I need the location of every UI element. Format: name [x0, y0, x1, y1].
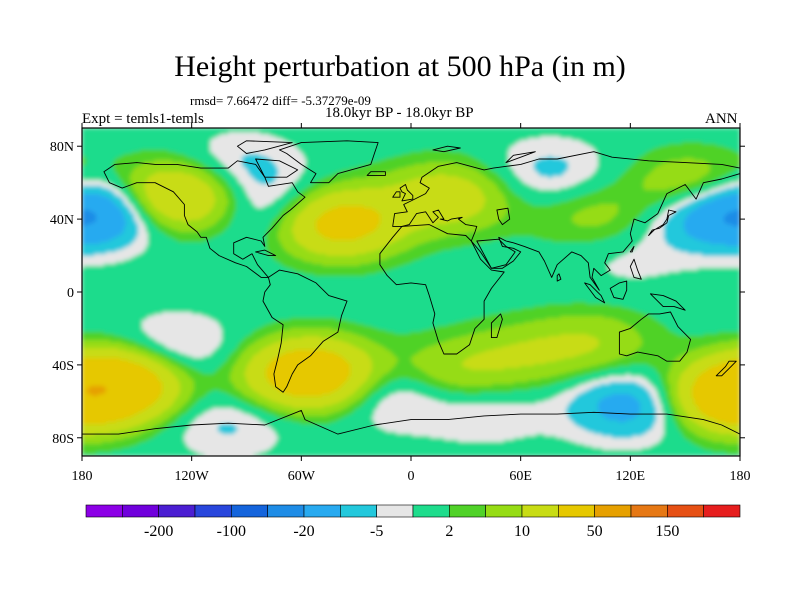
x-tick-label: 120W — [175, 469, 210, 484]
colorbar-bin — [558, 504, 595, 518]
colorbar-label: 2 — [445, 523, 453, 540]
coastline-cuba — [255, 249, 277, 257]
coastline-ireland — [392, 191, 401, 198]
y-tick-label: 80S — [52, 432, 74, 447]
coastline-greenland — [278, 140, 379, 184]
coastline-madagascar — [490, 313, 503, 339]
x-tick-label: 120E — [616, 469, 646, 484]
coastline-north-america — [103, 160, 306, 278]
x-tick-label: 60W — [288, 469, 316, 484]
coastline-iceland — [366, 171, 386, 176]
colorbar-bin — [667, 504, 704, 518]
coastline-baffin — [255, 158, 299, 178]
colorbar-label: -200 — [144, 523, 173, 540]
coastline-sri-lanka — [556, 273, 562, 282]
y-tick-label: 40S — [52, 359, 74, 374]
colorbar-bin — [412, 504, 450, 518]
x-tick-label: 60E — [509, 469, 532, 484]
coastline-taiwan — [629, 245, 635, 253]
coastline-borneo — [609, 280, 628, 300]
colorbar-bin — [85, 504, 123, 518]
colorbar-bin — [158, 504, 196, 518]
coastline-new-guinea — [649, 293, 686, 311]
chart-title: Height perturbation at 500 hPa (in m) — [174, 50, 626, 83]
rmsd-diff-stats: rmsd= 7.66472 diff= -5.37279e-09 — [190, 93, 371, 108]
coastline-arabia-fill — [476, 238, 516, 269]
coastline-novaya-zemlya — [505, 151, 536, 164]
coastline-antarctica — [82, 409, 740, 435]
colorbar-bin — [485, 504, 523, 518]
perturbation-field — [82, 128, 740, 456]
colorbar-bin — [594, 504, 632, 518]
period-subtitle: 18.0kyr BP - 18.0kyr BP — [325, 105, 474, 121]
colorbar-label: 50 — [587, 523, 603, 540]
colorbar: -200 -100 -20 -5 2 10 50 150 — [85, 504, 741, 540]
colorbar-bin — [267, 504, 305, 518]
coastline-caspian — [496, 207, 511, 226]
colorbar-bin — [703, 504, 741, 518]
coastline-africa — [379, 224, 505, 355]
colorbar-label: 10 — [514, 523, 530, 540]
x-tick-label: 0 — [408, 469, 415, 484]
coastline-ellesmere — [236, 140, 293, 154]
season-label: ANN — [705, 111, 738, 127]
coastlines — [82, 140, 740, 435]
colorbar-label: -5 — [370, 523, 383, 540]
x-axis: 180 120W 60W 0 60E 120E 180 — [72, 123, 751, 484]
coastline-svalbard — [432, 145, 461, 153]
y-tick-label: 0 — [67, 286, 74, 301]
coastline-sumatra — [584, 282, 606, 304]
coastline-new-zealand — [715, 360, 737, 377]
colorbar-bin — [376, 504, 414, 518]
experiment-label: Expt = temls1-temls — [82, 111, 204, 127]
coastline-philippines — [629, 258, 642, 280]
colorbar-label: 150 — [655, 523, 679, 540]
colorbar-bin — [231, 504, 268, 518]
y-tick-label: 80N — [50, 140, 74, 155]
coastline-uk — [399, 184, 414, 202]
x-tick-label: 180 — [730, 469, 751, 484]
coastline-eurasia — [392, 151, 740, 291]
colorbar-bin — [122, 504, 159, 518]
coastline-australia — [618, 311, 692, 362]
coastline-south-america — [262, 269, 348, 393]
perturbation-field-image — [82, 128, 740, 456]
y-axis: 80N 40N 0 40S 80S — [50, 140, 745, 447]
colorbar-label: -100 — [217, 523, 246, 540]
colorbar-bin — [449, 504, 486, 518]
y-tick-label: 40N — [50, 213, 74, 228]
colorbar-bin — [194, 504, 232, 518]
colorbar-bin — [303, 504, 341, 518]
colorbar-bin — [630, 504, 668, 518]
colorbar-bin — [521, 504, 559, 518]
coastline-japan — [648, 209, 677, 236]
x-tick-label: 180 — [72, 469, 93, 484]
colorbar-label: -20 — [293, 523, 314, 540]
colorbar-bin — [340, 504, 377, 518]
